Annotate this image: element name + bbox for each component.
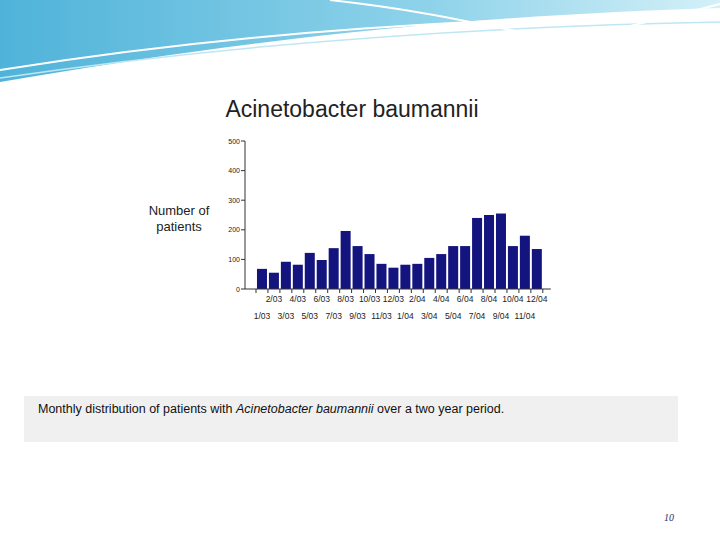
x-tick-label: 11/03 — [371, 311, 392, 321]
y-tick — [241, 259, 245, 260]
bar — [484, 215, 494, 289]
bar — [257, 269, 267, 289]
bar — [496, 214, 506, 289]
bar — [305, 253, 315, 289]
y-tick-label: 0 — [236, 286, 240, 293]
x-tick-label: 12/03 — [383, 294, 405, 304]
y-axis-label: Number of patients — [141, 203, 217, 235]
y-tick-label: 300 — [228, 197, 240, 204]
y-axis-line — [245, 141, 246, 289]
x-tick-label: 5/04 — [445, 311, 462, 321]
x-tick — [256, 289, 257, 293]
bar — [341, 231, 351, 289]
bar — [532, 249, 542, 289]
bar — [412, 264, 422, 289]
x-tick-label: 12/04 — [526, 294, 548, 304]
x-tick — [267, 289, 268, 293]
bar — [353, 246, 363, 289]
x-tick-label: 8/03 — [337, 294, 354, 304]
x-tick-label: 6/03 — [313, 294, 330, 304]
x-tick — [315, 289, 316, 293]
x-tick — [411, 289, 412, 293]
y-tick — [241, 289, 245, 290]
x-tick — [423, 289, 424, 293]
bar — [376, 264, 386, 289]
x-tick-label: 1/04 — [397, 311, 414, 321]
x-tick — [399, 289, 400, 293]
bar — [365, 254, 375, 289]
x-tick-label: 8/04 — [481, 294, 498, 304]
y-tick — [241, 200, 245, 201]
x-axis-line — [245, 289, 551, 290]
bar — [508, 246, 518, 289]
x-tick — [279, 289, 280, 293]
bar — [460, 246, 470, 289]
x-tick — [327, 289, 328, 293]
x-tick-label: 2/04 — [409, 294, 426, 304]
bar — [472, 218, 482, 289]
chart-title: Acinetobacter baumannii — [225, 96, 478, 122]
x-tick-label: 2/03 — [266, 294, 283, 304]
swoosh-line — [0, 14, 720, 70]
x-tick-label: 1/03 — [254, 311, 271, 321]
x-tick — [518, 289, 519, 293]
x-tick — [303, 289, 304, 293]
x-tick — [351, 289, 352, 293]
bar — [520, 236, 530, 289]
x-tick — [375, 289, 376, 293]
x-tick-label: 4/04 — [433, 294, 450, 304]
y-tick-label: 400 — [228, 167, 240, 174]
x-tick — [291, 289, 292, 293]
x-tick — [339, 289, 340, 293]
x-tick — [363, 289, 364, 293]
x-tick — [483, 289, 484, 293]
x-tick — [495, 289, 496, 293]
x-tick — [387, 289, 388, 293]
x-tick — [506, 289, 507, 293]
caption: Monthly distribution of patients with Ac… — [24, 396, 678, 442]
bar — [388, 268, 398, 289]
y-tick — [241, 229, 245, 230]
bar — [317, 260, 327, 289]
x-tick — [459, 289, 460, 293]
y-tick-label: 500 — [228, 138, 240, 145]
bar — [400, 265, 410, 289]
x-tick — [447, 289, 448, 293]
bar — [448, 246, 458, 289]
x-tick-label: 3/04 — [421, 311, 438, 321]
x-tick-label: 5/03 — [302, 311, 319, 321]
x-tick-label: 7/03 — [325, 311, 342, 321]
x-tick-label: 9/04 — [493, 311, 510, 321]
y-tick-label: 200 — [228, 226, 240, 233]
x-tick — [471, 289, 472, 293]
x-tick — [530, 289, 531, 293]
y-tick — [241, 141, 245, 142]
caption-text: Monthly distribution of patients with — [38, 402, 236, 416]
x-tick-label: 10/03 — [359, 294, 381, 304]
bar — [269, 273, 279, 289]
x-tick-label: 3/03 — [278, 311, 295, 321]
x-tick-label: 11/04 — [515, 311, 536, 321]
x-tick — [435, 289, 436, 293]
bar — [281, 262, 291, 289]
bars — [257, 214, 542, 289]
page-number: 10 — [664, 512, 674, 523]
bar — [436, 254, 446, 289]
y-tick — [241, 170, 245, 171]
y-tick-label: 100 — [228, 256, 240, 263]
bar — [329, 248, 339, 289]
x-tick-label: 7/04 — [469, 311, 486, 321]
bar — [424, 258, 434, 289]
bar — [293, 265, 303, 289]
caption-text: over a two year period. — [374, 402, 505, 416]
x-tick-label: 4/03 — [290, 294, 307, 304]
caption-text: Acinetobacter baumannii — [236, 402, 374, 416]
top-swoosh — [0, 0, 720, 82]
x-tick — [542, 289, 543, 293]
x-tick-label: 10/04 — [502, 294, 524, 304]
chart: Acinetobacter baumannii 0 100 200 300 400 500 1… — [0, 0, 720, 540]
x-tick-label: 9/03 — [349, 311, 366, 321]
swoosh-line — [330, 0, 720, 40]
x-tick-label: 6/04 — [457, 294, 474, 304]
